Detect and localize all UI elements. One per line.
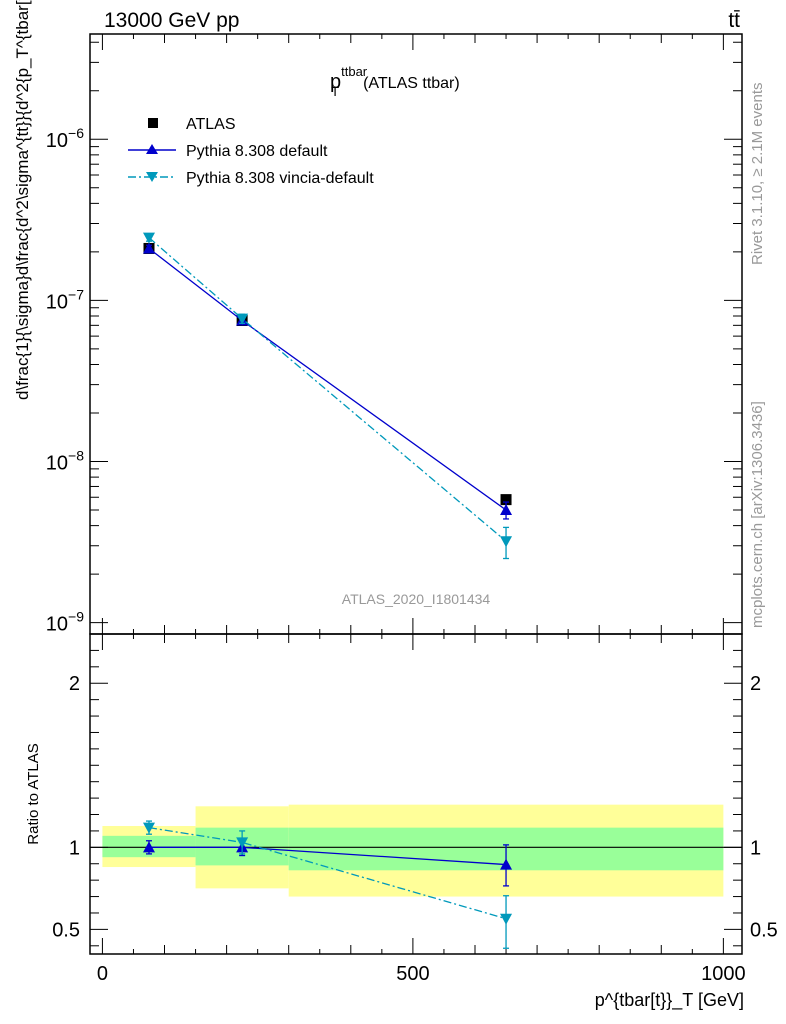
ratio-series-layer	[142, 820, 513, 949]
legend-label-atlas: ATLAS	[186, 116, 236, 133]
axes-ticks: 0 500 1000 10−9 10−8 10−7 10−6 0.5 0.5 1 1 2 2	[46, 34, 778, 985]
main-series-layer	[142, 232, 513, 560]
legend-label-default: Pythia 8.308 default	[186, 143, 328, 160]
y-tick-label-ratio-left: 1	[69, 837, 80, 859]
legend-label-vincia: Pythia 8.308 vincia-default	[186, 170, 374, 187]
main-data-point	[142, 242, 155, 254]
ratio-series-line-1	[148, 826, 507, 920]
y-tick-label-ratio-right: 1	[750, 837, 761, 859]
ratio-plot-frame	[89, 633, 743, 955]
main-data-point	[236, 313, 249, 325]
legend: ATLAS Pythia 8.308 default Pythia 8.308 …	[128, 116, 374, 187]
ratio-data-point	[142, 822, 155, 834]
mcplots-label: mcplots.cern.ch [arXiv:1306.3436]	[749, 401, 766, 628]
y-tick-label-main: 10−9	[46, 609, 84, 636]
main-series-line-2	[148, 237, 507, 542]
ratio-data-point	[500, 913, 513, 925]
main-y-axis-label: d\frac{1}{\sigma}d\frac{d^2\sigma^{tt}}{…	[13, 0, 32, 400]
legend-marker-default	[146, 144, 158, 154]
energy-label: 13000 GeV pp	[104, 9, 239, 32]
x-tick-label: 0	[97, 963, 108, 985]
x-axis-label: p^{tbar[t}}_T [GeV]	[595, 990, 744, 1011]
x-tick-label: 1000	[701, 963, 746, 985]
y-tick-label-ratio-right: 0.5	[750, 919, 778, 941]
process-label: tt̄	[728, 9, 740, 32]
y-tick-label-ratio-left: 2	[69, 673, 80, 695]
y-tick-label-main: 10−8	[46, 448, 84, 475]
y-tick-label-ratio-right: 2	[750, 673, 761, 695]
plot-title: pttbar T (ATLAS ttbar)	[330, 64, 460, 99]
main-data-point	[500, 494, 512, 506]
ratio-data-point	[142, 841, 155, 853]
ratio-data-point	[500, 858, 513, 870]
main-data-point	[142, 232, 155, 244]
legend-marker-atlas	[148, 118, 158, 128]
y-tick-label-main: 10−6	[46, 125, 84, 152]
ratio-y-axis-label: Ratio to ATLAS	[25, 743, 42, 844]
main-data-point	[500, 536, 513, 548]
main-series-line-1	[148, 247, 507, 511]
legend-marker-vincia	[146, 172, 158, 182]
analysis-watermark: ATLAS_2020_I1801434	[342, 591, 491, 607]
ratio-data-point	[236, 837, 249, 849]
rivet-label: Rivet 3.1.10, ≥ 2.1M events	[749, 83, 766, 266]
y-tick-label-main: 10−7	[46, 286, 84, 313]
ratio-uncertainty-bands	[90, 804, 742, 897]
x-tick-label: 500	[396, 963, 429, 985]
main-data-point	[500, 504, 513, 516]
y-tick-label-ratio-left: 0.5	[52, 919, 80, 941]
